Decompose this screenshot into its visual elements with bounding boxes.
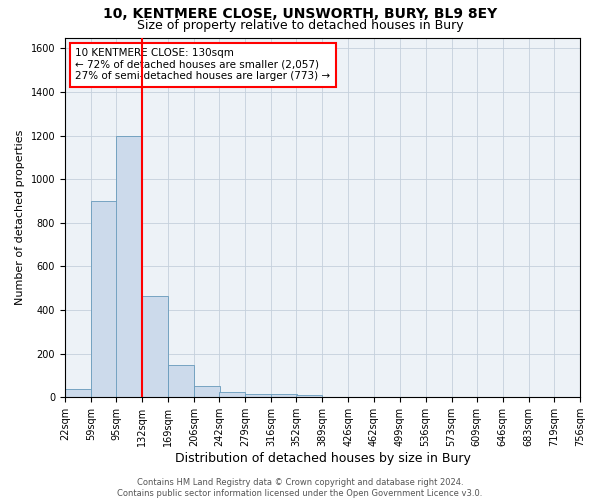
Bar [142,296,168,398]
Text: Contains HM Land Registry data © Crown copyright and database right 2024.
Contai: Contains HM Land Registry data © Crown c… [118,478,482,498]
Bar [65,388,91,398]
Bar [116,136,142,398]
X-axis label: Distribution of detached houses by size in Bury: Distribution of detached houses by size … [175,452,470,465]
Bar [194,386,220,398]
Bar [271,394,297,398]
Bar [245,394,271,398]
Bar [91,201,117,398]
Text: Size of property relative to detached houses in Bury: Size of property relative to detached ho… [137,18,463,32]
Y-axis label: Number of detached properties: Number of detached properties [15,130,25,305]
Text: 10, KENTMERE CLOSE, UNSWORTH, BURY, BL9 8EY: 10, KENTMERE CLOSE, UNSWORTH, BURY, BL9 … [103,8,497,22]
Bar [219,392,245,398]
Bar [168,364,194,398]
Text: 10 KENTMERE CLOSE: 130sqm
← 72% of detached houses are smaller (2,057)
27% of se: 10 KENTMERE CLOSE: 130sqm ← 72% of detac… [75,48,331,82]
Bar [296,395,322,398]
